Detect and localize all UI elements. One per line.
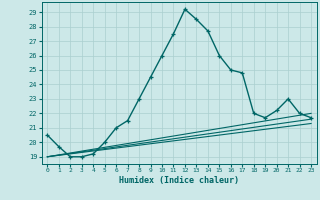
- X-axis label: Humidex (Indice chaleur): Humidex (Indice chaleur): [119, 176, 239, 185]
